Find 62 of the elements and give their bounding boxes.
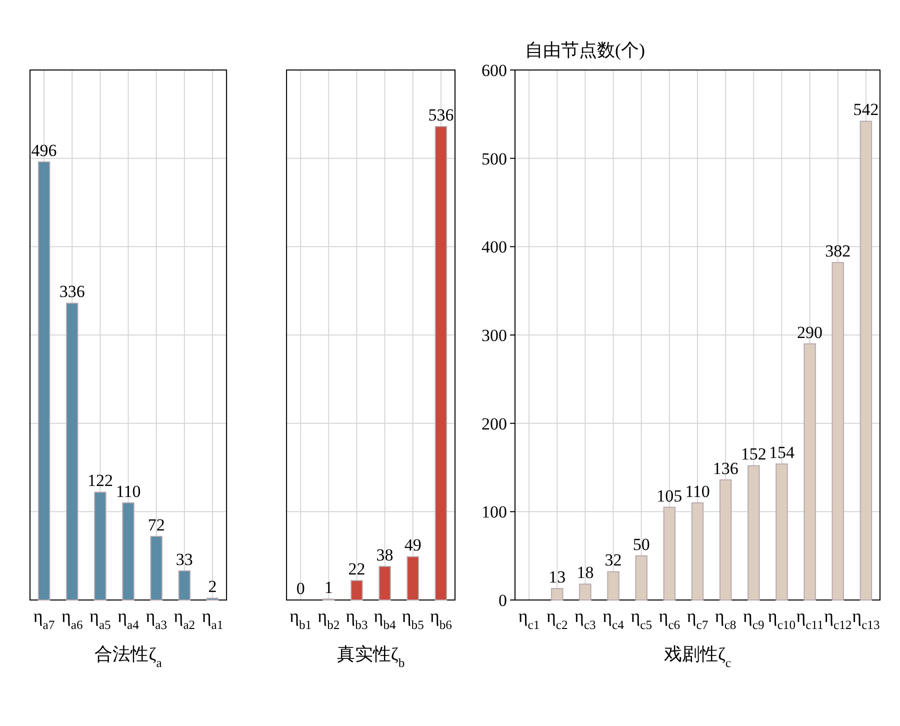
data-label: 1 xyxy=(324,578,333,598)
y-tick-label: 300 xyxy=(482,326,507,345)
x-tick-label: η$_{b6}$ xyxy=(430,606,452,632)
data-label: 0 xyxy=(296,579,305,598)
data-label: 290 xyxy=(797,322,823,342)
x-tick-label: η$_{b3}$ xyxy=(346,606,368,632)
x-tick-label: η$_{b4}$ xyxy=(374,606,397,632)
data-label: 32 xyxy=(604,550,622,570)
data-label: 18 xyxy=(576,563,594,582)
x-tick-label: η$_{c2}$ xyxy=(546,606,568,632)
x-tick-label: η$_{c7}$ xyxy=(686,606,708,632)
x-tick-label: η$_{c10}$ xyxy=(768,606,796,632)
data-label: 22 xyxy=(348,560,366,579)
y-tick-label: 400 xyxy=(482,238,507,257)
data-label: 33 xyxy=(176,550,193,569)
x-tick-label: η$_{a6}$ xyxy=(61,606,83,632)
data-label: 382 xyxy=(825,242,851,261)
y-tick-label: 200 xyxy=(482,414,507,434)
x-tick-label: η$_{c5}$ xyxy=(630,606,652,632)
data-label: 2 xyxy=(208,577,217,596)
x-tick-label: η$_{a1}$ xyxy=(202,606,224,632)
y-tick-label: 500 xyxy=(482,149,507,168)
data-label: 49 xyxy=(404,536,422,555)
x-tick-label: η$_{c9}$ xyxy=(743,606,764,632)
y-tick-label: 100 xyxy=(482,502,507,522)
data-label: 38 xyxy=(376,545,394,564)
data-label: 152 xyxy=(740,444,766,464)
x-tick-label: η$_{b1}$ xyxy=(290,606,312,632)
data-label: 50 xyxy=(632,534,650,554)
x-axis-title: 真实性ζ$_{b}$ xyxy=(336,644,405,670)
x-tick-label: η$_{c1}$ xyxy=(518,606,540,632)
data-label: 336 xyxy=(59,282,85,302)
y-tick-label: 600 xyxy=(482,61,507,80)
data-label: 496 xyxy=(31,140,57,160)
data-label: 13 xyxy=(548,568,566,587)
data-label: 122 xyxy=(87,471,113,490)
data-label: 105 xyxy=(656,486,682,506)
x-tick-label: η$_{c4}$ xyxy=(602,606,625,632)
x-tick-label: η$_{b2}$ xyxy=(318,606,340,632)
x-tick-label: η$_{a7}$ xyxy=(33,606,55,632)
x-tick-label: η$_{c13}$ xyxy=(852,606,880,632)
x-tick-label: η$_{a2}$ xyxy=(174,606,196,632)
x-tick-label: η$_{c8}$ xyxy=(714,606,736,632)
x-axis-title: 合法性ζ$_{a}$ xyxy=(94,644,162,670)
x-axis-title: 戏剧性ζ$_{c}$ xyxy=(664,644,732,670)
data-label: 72 xyxy=(148,515,165,534)
x-tick-label: η$_{b5}$ xyxy=(402,606,424,632)
x-tick-label: η$_{c12}$ xyxy=(824,606,852,632)
x-tick-label: η$_{a3}$ xyxy=(146,606,167,632)
data-label: 110 xyxy=(116,482,141,501)
y-axis-title: 自由节点数(个) xyxy=(525,40,645,60)
x-tick-label: η$_{a4}$ xyxy=(118,606,140,632)
data-label: 542 xyxy=(853,100,879,120)
data-label: 154 xyxy=(768,442,795,462)
data-label: 110 xyxy=(685,482,710,501)
x-tick-label: η$_{a5}$ xyxy=(90,606,111,632)
x-tick-label: η$_{c3}$ xyxy=(574,606,596,632)
data-label: 136 xyxy=(712,458,738,478)
y-tick-label: 0 xyxy=(498,591,507,610)
x-tick-label: η$_{c6}$ xyxy=(658,606,680,632)
data-label: 536 xyxy=(428,106,454,125)
x-tick-label: η$_{c11}$ xyxy=(796,606,824,632)
